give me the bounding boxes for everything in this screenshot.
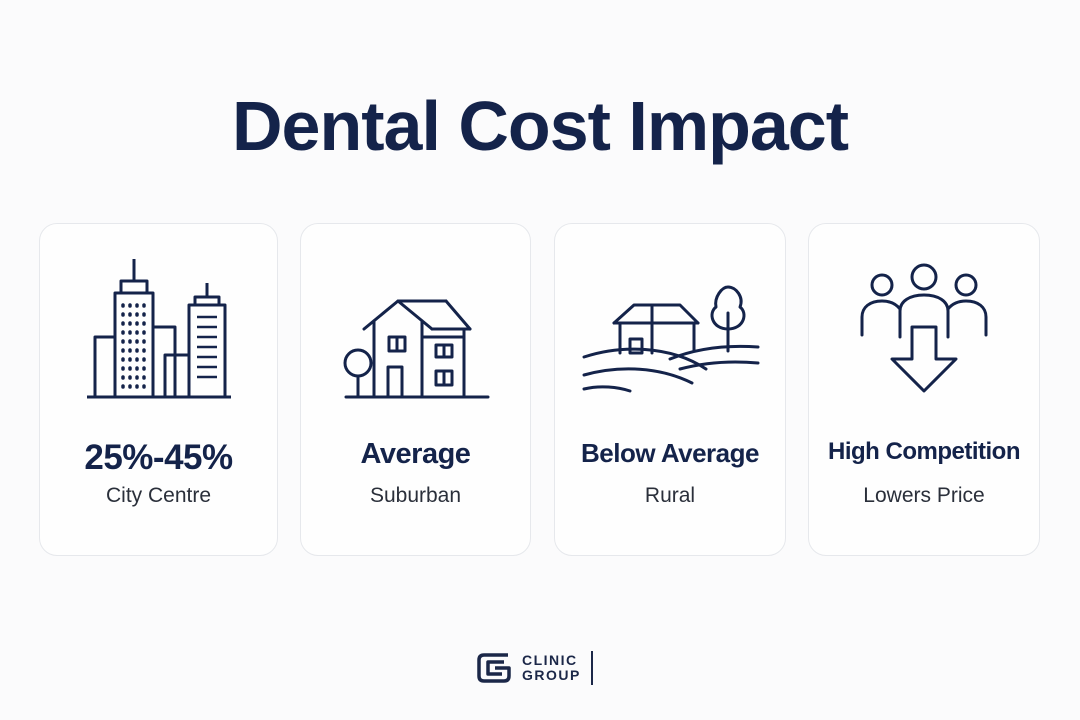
logo-line-2: GROUP: [522, 667, 581, 683]
card-label: Rural: [644, 484, 696, 507]
logo-line-1: CLINIC: [522, 652, 578, 668]
card-high-competition: High Competition Lowers Price: [808, 223, 1040, 556]
card-value: Below Average: [581, 438, 759, 468]
card-value: 25%-45%: [84, 438, 233, 477]
card-label: City Centre: [105, 484, 212, 507]
rural-farmhouse-icon: [555, 252, 785, 412]
card-value: Average: [360, 438, 471, 470]
logo-divider: [590, 651, 593, 685]
card-label: Lowers Price: [863, 484, 985, 507]
city-buildings-icon: [40, 252, 277, 412]
people-down-arrow-icon: [809, 252, 1039, 412]
page-title: Dental Cost Impact: [232, 87, 849, 165]
card-label: Suburban: [369, 484, 462, 507]
card-suburban: Average Suburban: [300, 223, 531, 556]
clinic-group-logo-icon: [477, 653, 511, 683]
logo-text: CLINIC GROUP: [522, 653, 581, 683]
card-value: High Competition: [828, 438, 1020, 465]
clinic-group-logo: CLINIC GROUP: [476, 650, 593, 686]
card-city-centre: 25%-45% City Centre: [39, 223, 278, 556]
house-icon: [301, 252, 530, 412]
card-rural: Below Average Rural: [554, 223, 786, 556]
